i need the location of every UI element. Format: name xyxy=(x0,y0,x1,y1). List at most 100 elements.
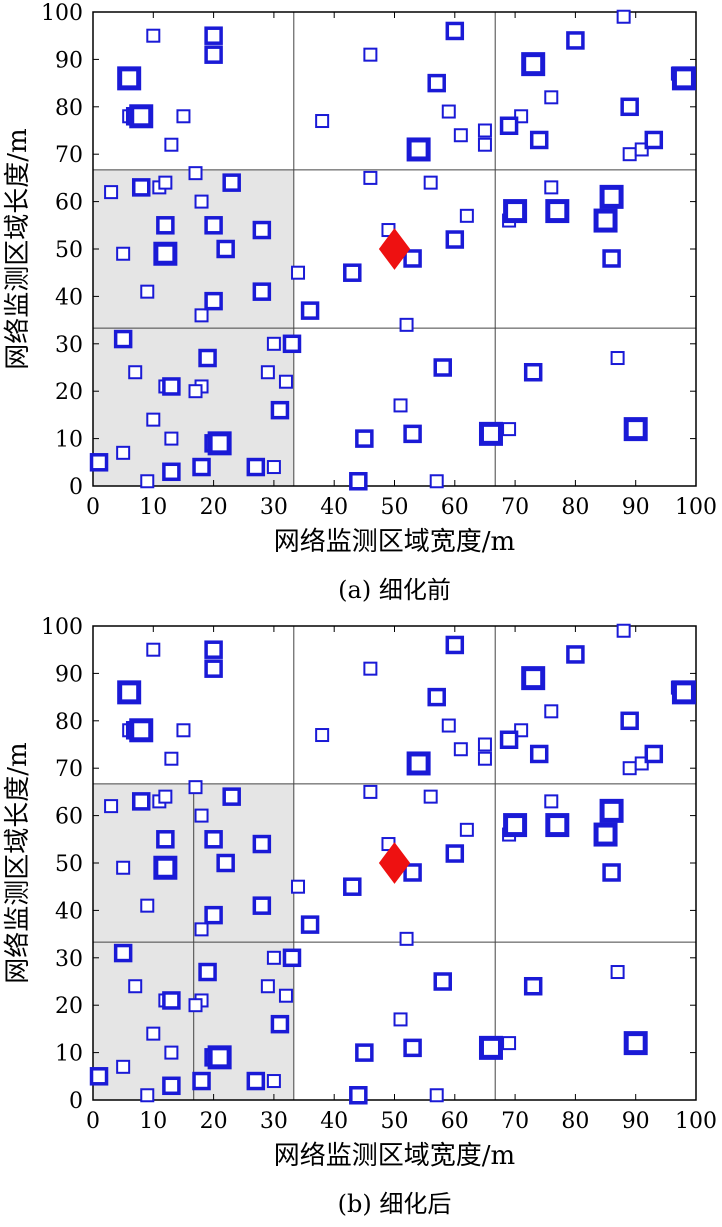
chart-a-xtick-label-0: 0 xyxy=(86,495,100,520)
chart-b-sensor-medium-20 xyxy=(300,915,320,934)
chart-b-sensor-small-40 xyxy=(393,1012,408,1027)
chart-a-sensor-large-3 xyxy=(129,104,154,129)
chart-a-sensor-medium-0 xyxy=(204,26,223,45)
chart-b-sensor-small-46 xyxy=(429,1088,444,1103)
chart-b-sensor-medium-32 xyxy=(355,1043,374,1062)
chart-b-sensor-small-37 xyxy=(260,979,275,994)
chart-b-sensor-medium-19 xyxy=(252,896,272,915)
chart-a-sensor-medium-36 xyxy=(246,457,266,477)
chart-a-xtick-label-5: 50 xyxy=(381,495,409,520)
chart-a-sensor-small-24 xyxy=(459,208,474,223)
chart-a-xtick-label-9: 90 xyxy=(622,495,650,520)
chart-b-ytick-label-9: 90 xyxy=(55,662,83,687)
chart-a-ytick-label-8: 80 xyxy=(55,96,83,121)
chart-a-sensor-medium-25 xyxy=(282,334,302,354)
chart-a-sensor-medium-11 xyxy=(156,216,175,235)
chart-b-sensor-medium-4 xyxy=(427,687,446,707)
chart-a-sensor-medium-28 xyxy=(198,348,217,368)
chart-a-sensor-medium-20 xyxy=(300,301,320,320)
chart-b-xtick-label-6: 60 xyxy=(441,1109,469,1134)
chart-b-sensor-medium-23 xyxy=(602,863,621,882)
chart-a-sensor-small-12 xyxy=(616,9,631,24)
chart-b-sensor-small-22 xyxy=(423,789,438,804)
chart-a-sensor-small-17 xyxy=(104,185,119,200)
chart-a-sensor-medium-14 xyxy=(222,173,241,192)
chart-b-ytick-label-4: 40 xyxy=(55,899,83,924)
chart-a-ytick-label-1: 10 xyxy=(55,428,83,453)
chart-a-sensor-medium-34 xyxy=(192,457,211,477)
chart-b-sensor-medium-30 xyxy=(270,1014,290,1034)
chart-a-sensor-medium-6 xyxy=(499,116,519,136)
chart-b-sensor-small-24 xyxy=(459,822,474,837)
chart-a-xtick-label-10: 100 xyxy=(675,495,717,520)
chart-a-sensor-large-1 xyxy=(521,52,546,77)
chart-b-xtick-label-10: 100 xyxy=(675,1109,717,1134)
chart-b-sensor-small-12 xyxy=(616,623,631,638)
chart-b-sensor-medium-2 xyxy=(204,659,223,678)
chart-b-sensor-medium-0 xyxy=(204,640,223,659)
chart-b-ytick-label-2: 20 xyxy=(55,994,83,1019)
chart-b-sensor-small-41 xyxy=(164,1045,179,1060)
chart-b-ytick-label-3: 30 xyxy=(55,947,83,972)
chart-b-sensor-medium-16 xyxy=(216,853,235,873)
chart-a-sensor-large-9 xyxy=(153,241,178,266)
chart-b-sensor-small-5 xyxy=(441,718,456,733)
chart-b-sensor-large-4 xyxy=(406,751,431,776)
chart-b-sensor-medium-1 xyxy=(445,635,465,655)
chart-b-sensor-large-1 xyxy=(521,666,546,691)
chart-b-ytick-label-0: 0 xyxy=(69,1089,83,1114)
chart-b-sensor-medium-27 xyxy=(523,976,543,996)
chart-a-sensor-small-45 xyxy=(140,474,155,489)
chart-a-sensor-small-10 xyxy=(477,137,492,152)
chart-b-sensor-medium-28 xyxy=(198,962,217,982)
chart-b-sensor-small-7 xyxy=(453,742,468,757)
chart-a-sensor-small-14 xyxy=(622,147,637,162)
chart-b-target-marker xyxy=(378,842,411,884)
chart-a-sensor-small-39 xyxy=(146,412,161,427)
chart-b-sensor-medium-26 xyxy=(433,972,452,991)
chart-b-sensor-small-1 xyxy=(363,661,378,676)
chart-b-sensor-small-35 xyxy=(188,998,203,1013)
chart-a-sensor-medium-19 xyxy=(252,282,272,301)
chart-b-sensor-medium-9 xyxy=(644,744,664,764)
chart-b-sensor-large-0 xyxy=(117,680,142,705)
chart-b-xtick-label-5: 50 xyxy=(381,1109,409,1134)
chart-b-sensor-medium-22 xyxy=(403,863,422,882)
chart-a-sensor-large-6 xyxy=(503,199,528,224)
chart-a-sensor-medium-4 xyxy=(427,73,446,93)
chart-b-sensor-large-8 xyxy=(593,822,618,847)
chart-a-sensor-small-29 xyxy=(291,265,306,280)
chart-b-xlabel: 网络监测区域宽度/m xyxy=(274,1141,515,1171)
chart-a-ytick-label-6: 60 xyxy=(55,191,83,216)
chart-a-sensor-medium-23 xyxy=(602,249,621,268)
chart-a-sensor-small-31 xyxy=(399,317,414,332)
chart-b-ytick-label-7: 70 xyxy=(55,757,83,782)
chart-a-sensor-medium-8 xyxy=(620,97,639,117)
chart-a-sensor-medium-21 xyxy=(343,263,362,282)
chart-b-sensor-small-21 xyxy=(363,784,378,799)
chart-b-sensor-large-12 xyxy=(623,1031,648,1056)
chart-b-sensor-small-44 xyxy=(502,1036,517,1051)
chart-b-sensor-small-39 xyxy=(146,1026,161,1041)
chart-b-xtick-label-9: 90 xyxy=(622,1109,650,1134)
chart-a-sensor-small-43 xyxy=(610,351,625,366)
chart-a-svg: 0 10 20 30 40 50 60 70 80 90 100 0 10 20 30 40 50 60 70 80 9… xyxy=(3,1,717,604)
chart-a-ytick-label-10: 100 xyxy=(41,1,83,26)
chart-b-ytick-label-6: 60 xyxy=(55,805,83,830)
chart-b-xtick-label-7: 70 xyxy=(501,1109,529,1134)
chart-a-sensor-small-30 xyxy=(194,308,209,323)
chart-b-sensor-medium-14 xyxy=(222,787,241,806)
chart-b-sensor-small-2 xyxy=(315,728,330,743)
chart-a-sensor-small-28 xyxy=(140,284,155,299)
chart-b-sensor-small-38 xyxy=(278,988,293,1003)
chart-b-xtick-label-2: 20 xyxy=(200,1109,228,1134)
chart-a-caption: (a) 细化前 xyxy=(338,576,451,604)
chart-a-sensor-small-47 xyxy=(266,460,281,475)
chart-a-sensor-medium-16 xyxy=(216,239,235,259)
chart-a-ylabel: 网络监测区域长度/m xyxy=(3,128,33,369)
chart-a-xtick-label-7: 70 xyxy=(501,495,529,520)
chart-a-sensor-small-7 xyxy=(453,128,468,143)
chart-b-sensor-large-11 xyxy=(478,1035,503,1060)
chart-a-sensor-small-35 xyxy=(188,384,203,399)
chart-a-xlabel: 网络监测区域宽度/m xyxy=(274,527,515,557)
